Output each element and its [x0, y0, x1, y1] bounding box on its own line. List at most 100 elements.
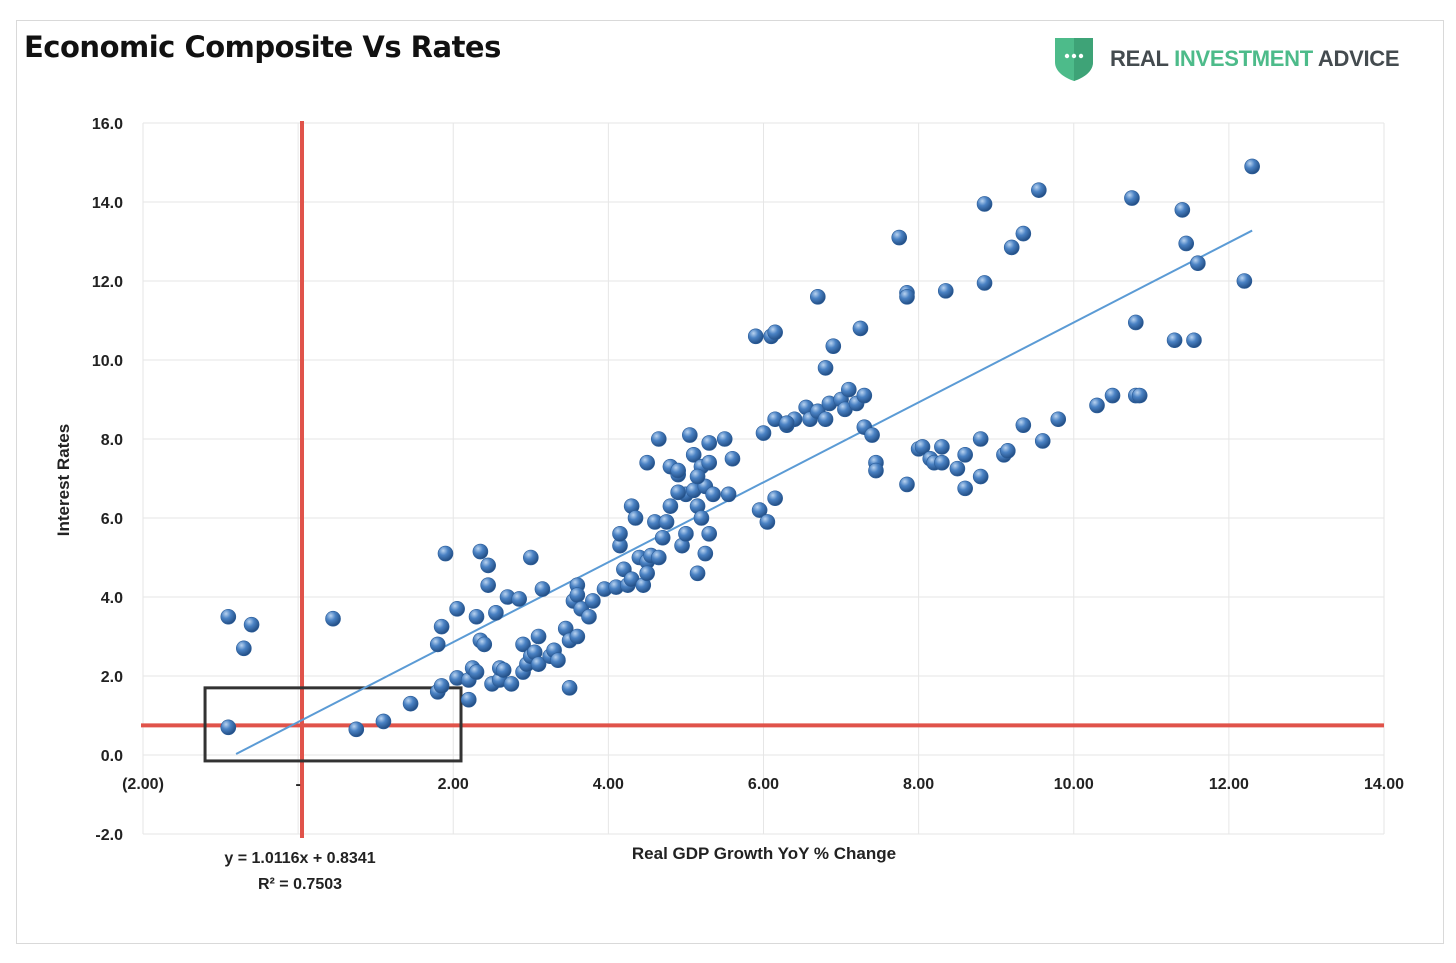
x-tick-label: 12.00 [1209, 776, 1249, 793]
data-point [511, 591, 527, 607]
data-point [1174, 202, 1191, 218]
x-axis-label: Real GDP Growth YoY % Change [632, 844, 896, 863]
data-point [243, 616, 260, 633]
data-point [868, 462, 884, 479]
data-point [1104, 387, 1121, 404]
data-point [530, 656, 547, 672]
data-point [220, 719, 237, 736]
x-tick-label: 14.00 [1364, 776, 1404, 793]
data-point [654, 529, 671, 546]
data-point [1000, 443, 1016, 459]
data-point [899, 476, 915, 493]
data-point [1244, 158, 1260, 175]
data-point [569, 628, 586, 645]
y-tick-label: 0.0 [101, 748, 123, 765]
x-tick-label: 2.00 [438, 776, 469, 793]
x-tick-label: 8.00 [903, 776, 934, 793]
y-tick-label: 10.0 [92, 353, 123, 370]
data-point [914, 439, 931, 455]
data-point [612, 525, 628, 542]
brand-word-real: REAL [1110, 46, 1169, 71]
data-point [429, 636, 446, 653]
data-point [375, 713, 392, 730]
x-tick-label: 4.00 [593, 776, 624, 793]
data-point [1034, 433, 1051, 449]
y-tick-label: 6.0 [101, 511, 123, 528]
data-point [1186, 332, 1202, 349]
data-point [685, 446, 702, 463]
data-point [689, 468, 706, 485]
data-point [437, 545, 454, 562]
data-point [720, 486, 737, 503]
highlight-box [203, 686, 463, 763]
data-point [1190, 255, 1206, 272]
data-point [957, 446, 973, 463]
data-point [701, 454, 718, 471]
data-point [724, 450, 741, 467]
data-point [809, 288, 826, 305]
data-point [856, 387, 873, 404]
grid-lines [142, 122, 1385, 835]
data-point [972, 468, 989, 485]
data-point [864, 427, 880, 443]
data-point [825, 338, 842, 354]
data-point [1131, 387, 1148, 404]
data-point [817, 360, 834, 376]
y-tick-label: 14.0 [92, 195, 123, 212]
y-tick-label: 8.0 [101, 432, 123, 449]
trendline [235, 229, 1253, 755]
data-point [1128, 314, 1144, 331]
data-point [705, 486, 721, 503]
data-point [934, 439, 950, 455]
y-tick-label: 12.0 [92, 274, 123, 291]
data-point [891, 229, 908, 246]
chart-frame [16, 20, 1444, 944]
x-tick-label: 6.00 [748, 776, 779, 793]
data-point [1124, 190, 1140, 206]
data-point [1003, 239, 1020, 256]
data-point [581, 608, 597, 625]
data-point [670, 484, 686, 501]
x-tick-label: - [295, 776, 300, 793]
data-point [1089, 397, 1105, 414]
data-point [1178, 235, 1195, 252]
data-point [976, 275, 993, 291]
data-point [650, 431, 667, 447]
data-point [472, 543, 489, 560]
data-point [767, 324, 783, 341]
data-point [899, 288, 915, 305]
data-point [569, 587, 586, 603]
data-point [751, 502, 768, 518]
y-tick-label: 4.0 [101, 590, 123, 607]
data-point [697, 545, 714, 562]
data-point [468, 608, 485, 625]
data-point [678, 525, 694, 542]
y-tick-label: 2.0 [101, 669, 123, 686]
data-point [716, 431, 733, 447]
data-point [476, 636, 493, 653]
data-point [1031, 182, 1047, 198]
brand-word-advice: ADVICE [1317, 46, 1400, 71]
data-point [534, 581, 551, 597]
data-point [561, 680, 578, 696]
data-point [639, 454, 655, 471]
data-point [523, 549, 539, 566]
data-point [1015, 417, 1032, 433]
data-point [693, 510, 710, 526]
x-axis-ticks: (2.00) - 2.00 4.00 6.00 8.00 10.00 12.00 14.00 [122, 776, 1404, 793]
data-point [530, 628, 547, 645]
data-point [949, 460, 966, 477]
data-point [650, 549, 667, 566]
data-point [934, 454, 950, 471]
data-point [976, 196, 993, 212]
data-point [627, 510, 644, 526]
r-squared-label: R² = 0.7503 [258, 876, 342, 893]
y-tick-label: -2.0 [95, 827, 123, 844]
data-point [701, 525, 718, 542]
data-point [1050, 411, 1067, 428]
data-points [220, 158, 1260, 738]
data-point [670, 462, 686, 479]
reference-lines [141, 121, 1384, 838]
data-point [759, 514, 776, 530]
shield-dots-icon [1055, 38, 1093, 81]
